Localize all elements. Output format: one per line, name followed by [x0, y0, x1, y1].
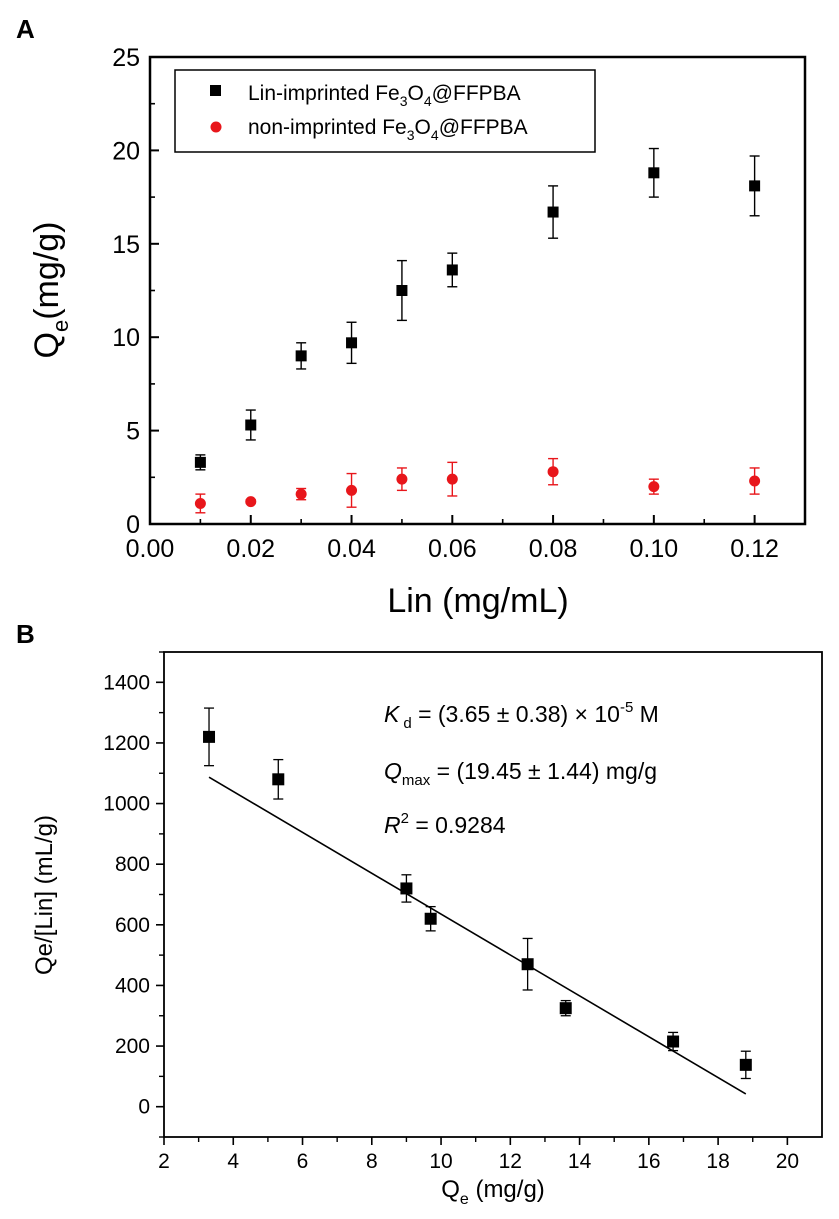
b-x-tick-label: 20 [776, 1150, 799, 1173]
legend-entry-non-imprinted: non-imprinted Fe3O4@FFPBA [248, 116, 528, 143]
b-point [272, 773, 285, 786]
a-x-tick-label: 0.02 [226, 535, 275, 563]
a-x-tick-label: 0.00 [126, 535, 175, 563]
b-y-tick-label: 1400 [103, 671, 150, 694]
a-point-imprinted [245, 419, 257, 431]
panel-a-tick-labels: 0.00 0.02 0.04 0.06 0.08 0.10 0.12 0 5 10 15 20 25 [112, 44, 779, 563]
legend-box [174, 69, 596, 153]
a-y-tick-label: 15 [112, 231, 140, 259]
b-point [521, 958, 534, 971]
panel-b-ticks [156, 651, 789, 1145]
a-point-non-imprinted [194, 497, 206, 509]
b-x-tick-label: 16 [637, 1150, 660, 1173]
a-point-imprinted [346, 337, 358, 349]
b-y-tick-label: 200 [115, 1035, 150, 1058]
b-point [559, 1002, 572, 1015]
a-x-tick-label: 0.04 [327, 535, 376, 563]
b-y-tick-label: 0 [138, 1096, 150, 1119]
a-point-non-imprinted [245, 496, 257, 508]
panel-a-points [194, 167, 761, 509]
b-x-tick-label: 6 [297, 1150, 309, 1173]
a-x-tick-label: 0.10 [630, 535, 679, 563]
a-x-tick-label: 0.12 [730, 535, 779, 563]
panel-a-x-axis-title: Lin (mg/mL) [387, 582, 568, 620]
r2-annotation: R2 = 0.9284 [384, 810, 506, 838]
b-x-tick-label: 18 [706, 1150, 729, 1173]
a-point-non-imprinted [547, 466, 559, 478]
panel-a-label: A [16, 14, 35, 44]
b-x-tick-label: 14 [568, 1150, 592, 1173]
b-x-tick-label: 8 [366, 1150, 378, 1173]
panel-b-x-axis-title: Qe (mg/g) [441, 1176, 545, 1208]
panel-b-label: B [16, 619, 35, 649]
a-point-imprinted [396, 285, 408, 296]
legend-marker-square [210, 85, 221, 96]
b-x-tick-label: 12 [499, 1150, 522, 1173]
a-y-tick-label: 20 [112, 137, 140, 165]
a-x-tick-label: 0.06 [428, 535, 477, 563]
b-point [739, 1058, 752, 1071]
a-point-non-imprinted [396, 473, 408, 485]
a-point-non-imprinted [446, 473, 458, 485]
legend-marker-circle [210, 121, 222, 133]
a-point-non-imprinted [648, 481, 660, 493]
panel-b: B 2 4 6 8 10 12 14 16 18 200200400600800100012001… [16, 619, 823, 1208]
panel-b-y-axis-title: Qe/[Lin] (mL/g) [31, 815, 58, 975]
a-point-imprinted [749, 180, 761, 192]
panel-a: A 0.00 0.02 0.04 0.06 0.08 0.10 0.12 0 5 10 15 20 25… [16, 14, 807, 620]
panel-b-points [203, 730, 752, 1071]
a-point-imprinted [295, 350, 307, 362]
a-point-non-imprinted [295, 488, 307, 500]
b-x-tick-label: 4 [227, 1150, 239, 1173]
b-point [400, 882, 413, 895]
b-point [667, 1035, 680, 1048]
a-point-non-imprinted [346, 484, 358, 496]
b-x-tick-label: 2 [158, 1150, 170, 1173]
panel-a-ticks [149, 56, 756, 525]
a-point-imprinted [194, 456, 206, 468]
b-y-tick-label: 600 [115, 914, 150, 937]
a-y-tick-label: 5 [126, 418, 140, 446]
panel-a-y-axis-title: Qe(mg/g) [28, 222, 73, 359]
b-x-tick-label: 10 [429, 1150, 452, 1173]
b-y-tick-label: 1200 [103, 732, 150, 755]
legend-entry-imprinted: Lin-imprinted Fe3O4@FFPBA [248, 82, 521, 109]
a-point-non-imprinted [749, 475, 761, 487]
a-y-tick-label: 10 [112, 324, 140, 352]
b-point [424, 912, 437, 925]
a-point-imprinted [446, 264, 458, 276]
panel-a-error-bars [195, 147, 760, 514]
a-x-tick-label: 0.08 [529, 535, 578, 563]
panel-b-fit-line [208, 776, 747, 1095]
b-y-tick-label: 800 [115, 853, 150, 876]
panel-a-legend: Lin-imprinted Fe3O4@FFPBA non-imprinted … [174, 69, 596, 153]
a-y-tick-label: 25 [112, 44, 140, 72]
a-point-imprinted [547, 206, 559, 218]
b-y-tick-label: 400 [115, 974, 150, 997]
b-point [203, 730, 216, 743]
a-y-tick-label: 0 [126, 511, 140, 539]
b-y-tick-label: 1000 [103, 793, 150, 816]
qmax-annotation: Qmax = (19.45 ± 1.44) mg/g [384, 758, 657, 789]
panel-b-tick-labels: 2 4 6 8 10 12 14 16 18 20020040060080010001200140… [103, 671, 799, 1173]
a-point-imprinted [648, 167, 660, 179]
